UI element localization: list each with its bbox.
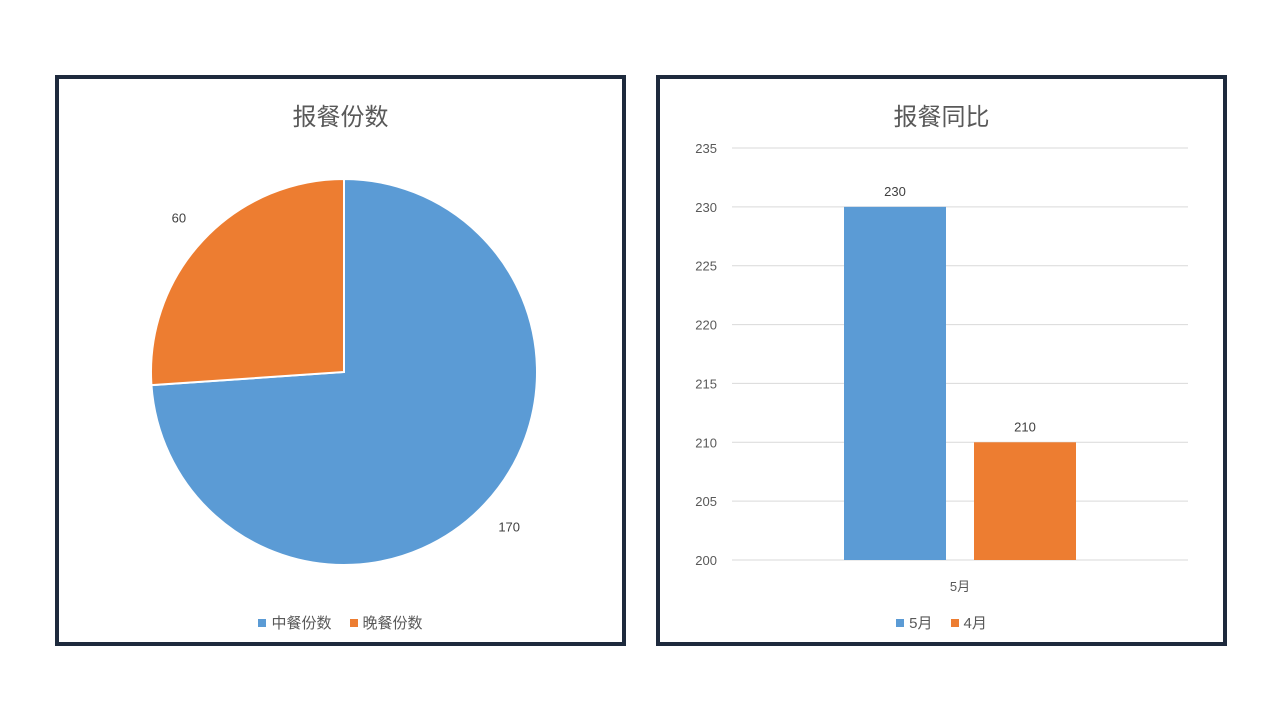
legend-swatch-may	[896, 618, 905, 627]
legend-item-april[interactable]: 4月	[950, 612, 987, 633]
pie-data-label-dinner: 60	[172, 211, 186, 226]
legend-label-lunch: 中餐份数	[271, 615, 332, 632]
legend-label-dinner: 晚餐份数	[362, 615, 423, 632]
pie-slice-dinner[interactable]	[150, 177, 345, 387]
bar-legend: 5月 4月	[660, 612, 1223, 633]
legend-label-may: 5月	[909, 615, 933, 632]
y-tick-label: 210	[695, 435, 717, 450]
y-tick-label: 235	[695, 141, 717, 156]
y-tick-label: 230	[695, 200, 717, 215]
legend-swatch-lunch	[258, 618, 267, 627]
legend-label-april: 4月	[963, 615, 987, 632]
legend-item-lunch[interactable]: 中餐份数	[258, 612, 332, 633]
pie-chart-title: 报餐份数	[292, 104, 389, 131]
pie-chart-card: 报餐份数 170 60 中餐份数 晚餐份数	[55, 75, 626, 646]
bar-chart-card: 报餐同比 200 205 210 215 220 225 230 235 230 210 5月 5月…	[656, 75, 1227, 646]
y-tick-label: 215	[695, 376, 717, 391]
legend-item-dinner[interactable]: 晚餐份数	[349, 612, 423, 633]
pie-chart-plot: 170 60	[150, 177, 538, 566]
pie-data-label-lunch: 170	[498, 519, 520, 534]
y-tick-label: 220	[695, 318, 717, 333]
bar-data-label-april: 210	[1014, 419, 1036, 434]
y-tick-label: 205	[695, 494, 717, 509]
legend-swatch-april	[950, 618, 959, 627]
y-tick-label: 200	[695, 553, 717, 568]
pie-legend: 中餐份数 晚餐份数	[59, 612, 622, 633]
bar-may[interactable]	[844, 206, 946, 560]
bar-chart-plot: 200 205 210 215 220 225 230 235 230 210 5月	[695, 141, 1188, 594]
bar-april[interactable]	[974, 442, 1076, 560]
x-tick-label: 5月	[950, 579, 970, 594]
y-tick-label: 225	[695, 259, 717, 274]
bar-chart-title: 报餐同比	[893, 104, 990, 131]
legend-swatch-dinner	[349, 618, 358, 627]
bar-data-label-may: 230	[884, 184, 906, 199]
legend-item-may[interactable]: 5月	[896, 612, 933, 633]
